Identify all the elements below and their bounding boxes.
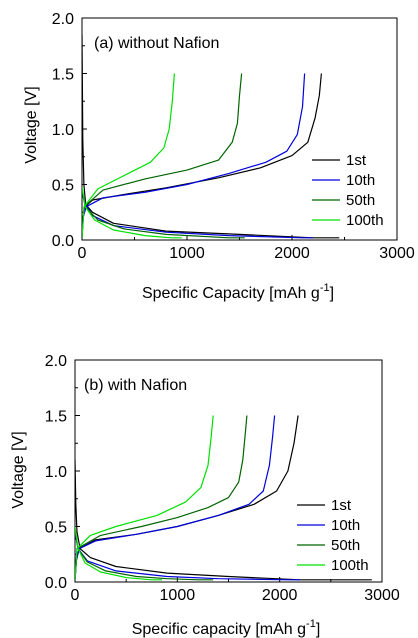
series-100th-discharge-curve: [75, 526, 162, 581]
series-10th-charge-curve: [82, 73, 306, 238]
x-tick-label: 2000: [262, 587, 298, 604]
tick-labels: 0 1000 2000 3000 0.0 0.5 1.0 1.5 2.0: [52, 11, 415, 262]
y-tick-label: 0.5: [52, 178, 74, 195]
legend-label: 100th: [331, 557, 369, 574]
series-1st-discharge-curve: [82, 34, 340, 239]
legend-label: 100th: [346, 212, 384, 229]
x-tick-label: 2000: [274, 245, 310, 262]
series-10th-discharge-curve: [75, 533, 301, 581]
series-100th-discharge-curve: [82, 186, 182, 239]
y-axis-label: Voltage [V]: [10, 431, 27, 508]
legend-label: 1st: [346, 152, 367, 169]
panel-annotation: (a) without Nafion: [94, 35, 219, 52]
panel-annotation: (b) with Nafion: [84, 377, 187, 394]
chart-panel-a: 0 1000 2000 3000 0.0 0.5 1.0 1.5 2.0 (a) without…: [23, 11, 415, 302]
y-tick-label: 0.5: [45, 520, 67, 537]
y-tick-label: 1.5: [52, 67, 74, 84]
y-tick-label: 1.0: [52, 122, 74, 139]
x-tick-label: 3000: [364, 587, 400, 604]
legend-label: 10th: [346, 172, 375, 189]
x-tick-label: 1000: [160, 587, 196, 604]
series-1st-charge-curve: [75, 415, 299, 580]
series-100th-charge-curve: [82, 73, 175, 238]
series-1st-charge-curve: [82, 73, 322, 238]
chart-panel-b: 0 1000 2000 3000 0.0 0.5 1.0 1.5 2.0 (b) with Na…: [10, 353, 400, 638]
y-tick-label: 2.0: [52, 11, 74, 28]
legend: 1st 10th 50th 100th: [297, 497, 369, 574]
x-tick-label: 0: [78, 245, 87, 262]
legend-label: 50th: [346, 192, 375, 209]
legend-label: 10th: [331, 517, 360, 534]
x-tick-label: 3000: [379, 245, 415, 262]
series-curves: [82, 34, 340, 239]
x-tick-label: 1000: [169, 245, 205, 262]
series-curves: [75, 415, 372, 581]
y-tick-label: 0.0: [45, 575, 67, 592]
series-1st-discharge-curve: [75, 459, 372, 581]
y-axis-label: Voltage [V]: [23, 86, 40, 163]
y-tick-label: 1.5: [45, 409, 67, 426]
tick-labels: 0 1000 2000 3000 0.0 0.5 1.0 1.5 2.0: [45, 353, 400, 604]
y-tick-label: 2.0: [45, 353, 67, 370]
series-50th-charge-curve: [82, 73, 243, 238]
y-tick-label: 0.0: [52, 233, 74, 250]
legend-label: 1st: [331, 497, 352, 514]
x-axis-label: Specific Capacity [mAh g-1]: [142, 282, 334, 302]
x-axis-label: Specific capacity [mAh g-1]: [132, 618, 321, 638]
legend-label: 50th: [331, 537, 360, 554]
y-tick-label: 1.0: [45, 464, 67, 481]
legend: 1st 10th 50th 100th: [312, 152, 384, 229]
series-50th-charge-curve: [75, 415, 248, 580]
x-tick-label: 0: [71, 587, 80, 604]
series-100th-charge-curve: [75, 415, 214, 580]
